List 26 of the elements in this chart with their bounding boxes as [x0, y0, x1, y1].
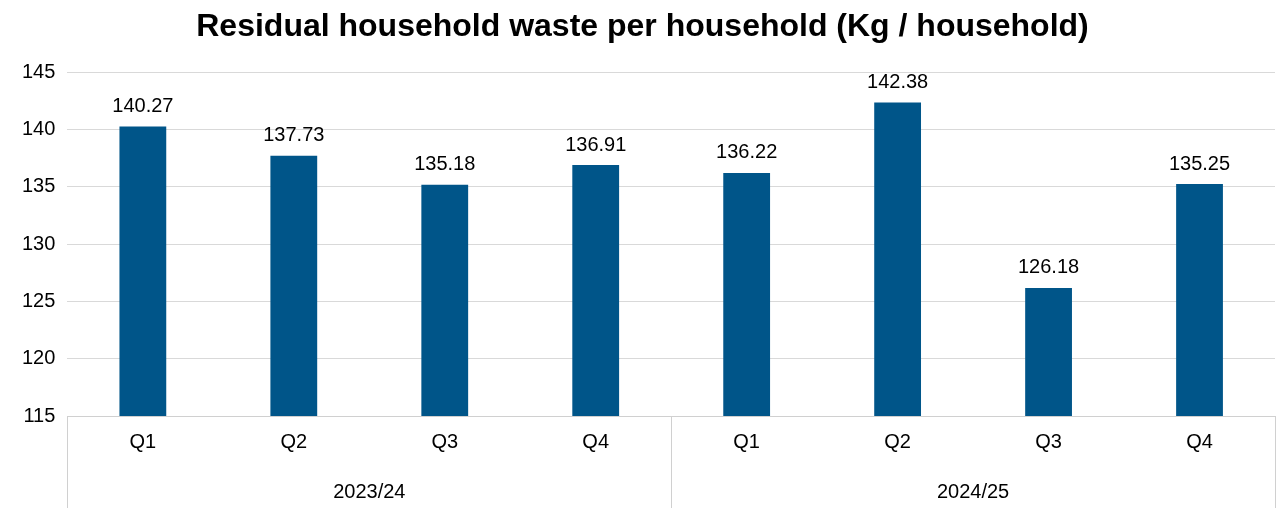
x-tick-label: Q4	[1186, 429, 1213, 452]
text: 2023/24	[333, 479, 406, 502]
y-tick-label: 145	[21, 59, 56, 82]
y-tick-label: 125	[21, 288, 56, 311]
data-label: 135.25	[1168, 151, 1231, 174]
y-tick-label: 115	[23, 403, 56, 426]
x-tick-label: Q1	[129, 429, 157, 452]
data-label: 136.91	[565, 132, 627, 155]
data-label: 126.18	[1017, 255, 1080, 278]
data-label: 135.18	[414, 152, 476, 175]
y-tick-label: 130	[21, 231, 56, 254]
x-tick-label: Q2	[280, 429, 308, 452]
x-tick-label: Q3	[431, 429, 459, 452]
data-label: 136.22	[716, 140, 778, 163]
data-label: 137.73	[263, 123, 325, 146]
chart-title: Residual household waste per household (Kg / household)	[196, 7, 1089, 44]
x-tick-label: Q2	[884, 429, 911, 452]
data-label: 142.38	[867, 69, 929, 92]
y-tick-label: 135	[21, 174, 56, 197]
y-tick-label: 120	[21, 346, 56, 369]
x-tick-label: Q3	[1035, 429, 1062, 452]
y-tick-label: 140	[21, 117, 56, 140]
data-label: 140.27	[112, 94, 174, 117]
x-tick-label: Q4	[582, 429, 610, 452]
x-tick-label: Q1	[733, 429, 761, 452]
text: 2024/25	[936, 479, 1010, 502]
